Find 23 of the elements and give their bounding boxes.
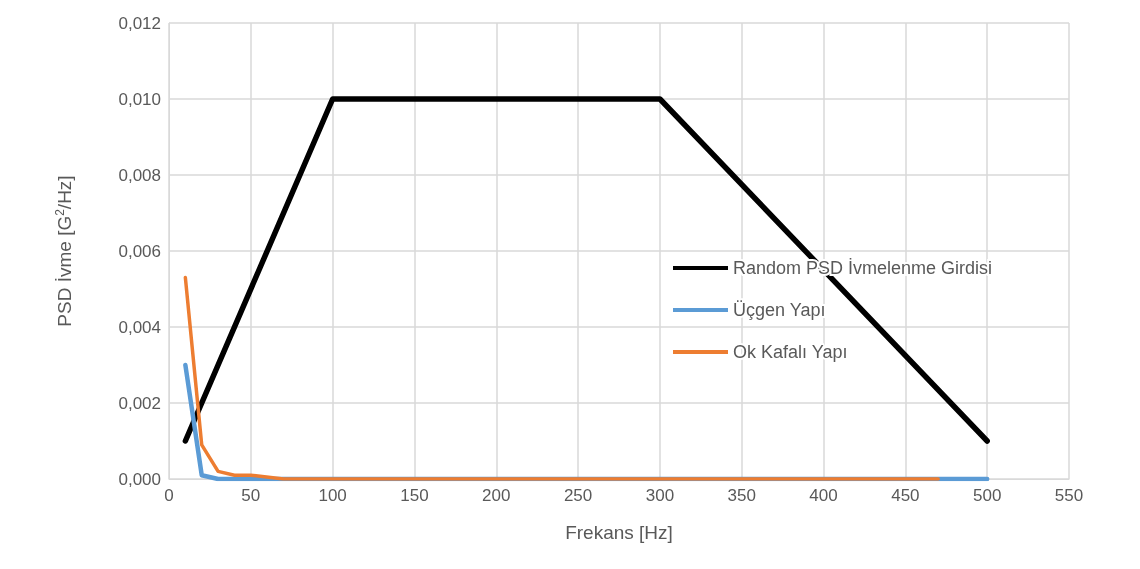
x-tick-label: 150 [400, 486, 429, 505]
y-tick-label: 0,004 [118, 317, 161, 337]
x-tick-label: 400 [809, 486, 838, 505]
y-tick-label: 0,008 [118, 165, 161, 185]
x-tick-label: 450 [891, 486, 920, 505]
x-tick-label: 100 [318, 486, 347, 505]
x-tick-label: 500 [972, 486, 1002, 505]
x-tick-label: 250 [563, 486, 593, 505]
x-tick-label: 50 [241, 486, 261, 505]
x-tick-label: 350 [727, 486, 756, 505]
y-tick-label: 0,006 [118, 241, 161, 261]
y-tick-label: 0,000 [118, 469, 161, 489]
x-tick-label: 0 [164, 486, 174, 505]
y-tick-label: 0,012 [118, 13, 161, 33]
legend-label: Ok Kafalı Yapı [733, 342, 848, 362]
y-tick-label: 0,002 [118, 393, 161, 413]
x-tick-label: 550 [1054, 486, 1084, 505]
y-tick-label: 0,010 [118, 89, 161, 109]
x-axis-title: Frekans [Hz] [565, 522, 673, 543]
legend-label: Üçgen Yapı [733, 300, 826, 320]
x-tick-label: 200 [482, 486, 511, 505]
x-tick-label: 300 [645, 486, 675, 505]
y-axis-title: PSD İvme [G2/Hz] [53, 175, 75, 327]
